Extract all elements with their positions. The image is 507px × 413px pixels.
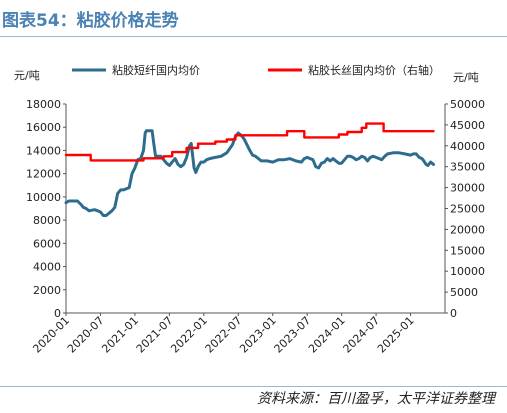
- dual-axis-line-chart: 0 2000 4000 6000 8000 10000 12000 14000 16000 180…: [14, 63, 485, 356]
- y-right-tick-label: 15000: [450, 244, 485, 257]
- x-tick-label: 2021-07: [134, 314, 176, 356]
- y-left-tick-label: 18000: [26, 98, 61, 111]
- source-note: 资料来源：百川盈孚，太平洋证券整理: [257, 391, 495, 407]
- y-right-tick-label: 5000: [450, 286, 478, 299]
- y-right-tick-label: 35000: [450, 161, 485, 174]
- y-left-tick-label: 14000: [26, 144, 61, 157]
- title-divider: [0, 36, 507, 37]
- y-left-tick-label: 12000: [26, 168, 61, 181]
- chart-axes: 0 2000 4000 6000 8000 10000 12000 14000 16000 180…: [14, 69, 485, 356]
- series-line-staple-fiber: [64, 129, 435, 217]
- x-tick-label: 2024-01: [306, 314, 348, 356]
- x-tick-label: 2024-07: [341, 314, 383, 356]
- y-left-tick-label: 8000: [33, 214, 61, 227]
- legend-label: 粘胶长丝国内均价（右轴）: [308, 63, 440, 77]
- y-left-unit-label: 元/吨: [14, 69, 40, 82]
- x-tick-label: 2020-07: [65, 314, 107, 356]
- y-left-tick-label: 10000: [26, 191, 61, 204]
- y-left-tick-label: 16000: [26, 121, 61, 134]
- y-right-unit-label: 元/吨: [453, 71, 479, 84]
- y-right-tick-label: 40000: [450, 140, 485, 153]
- y-right-tick-label: 45000: [450, 119, 485, 132]
- x-tick-label: 2023-07: [272, 314, 314, 356]
- x-tick-label: 2022-01: [168, 314, 210, 356]
- y-right-tick-label: 10000: [450, 265, 485, 278]
- y-right-tick-label: 30000: [450, 182, 485, 195]
- y-right-tick-label: 20000: [450, 223, 485, 236]
- y-right-tick-label: 0: [450, 307, 457, 320]
- x-tick-label: 2025-01: [375, 314, 417, 356]
- y-left-tick-label: 2000: [33, 284, 61, 297]
- series-line-filament: [64, 122, 435, 162]
- chart-legend: 粘胶短纤国内均价 粘胶长丝国内均价（右轴）: [72, 63, 440, 77]
- series-layer: [64, 122, 435, 217]
- legend-label: 粘胶短纤国内均价: [112, 63, 200, 77]
- y-right-tick-label: 25000: [450, 203, 485, 216]
- y-left-tick-label: 6000: [33, 237, 61, 250]
- x-tick-label: 2020-01: [30, 314, 72, 356]
- x-tick-label: 2022-07: [203, 314, 245, 356]
- source-divider: [0, 386, 507, 387]
- y-right-tick-label: 50000: [450, 98, 485, 111]
- chart-title: 图表54：粘胶价格走势: [2, 11, 179, 31]
- y-left-tick-label: 4000: [33, 261, 61, 274]
- x-tick-label: 2023-01: [237, 314, 279, 356]
- x-tick-label: 2021-01: [99, 314, 141, 356]
- y-left-tick-label: 0: [54, 307, 61, 320]
